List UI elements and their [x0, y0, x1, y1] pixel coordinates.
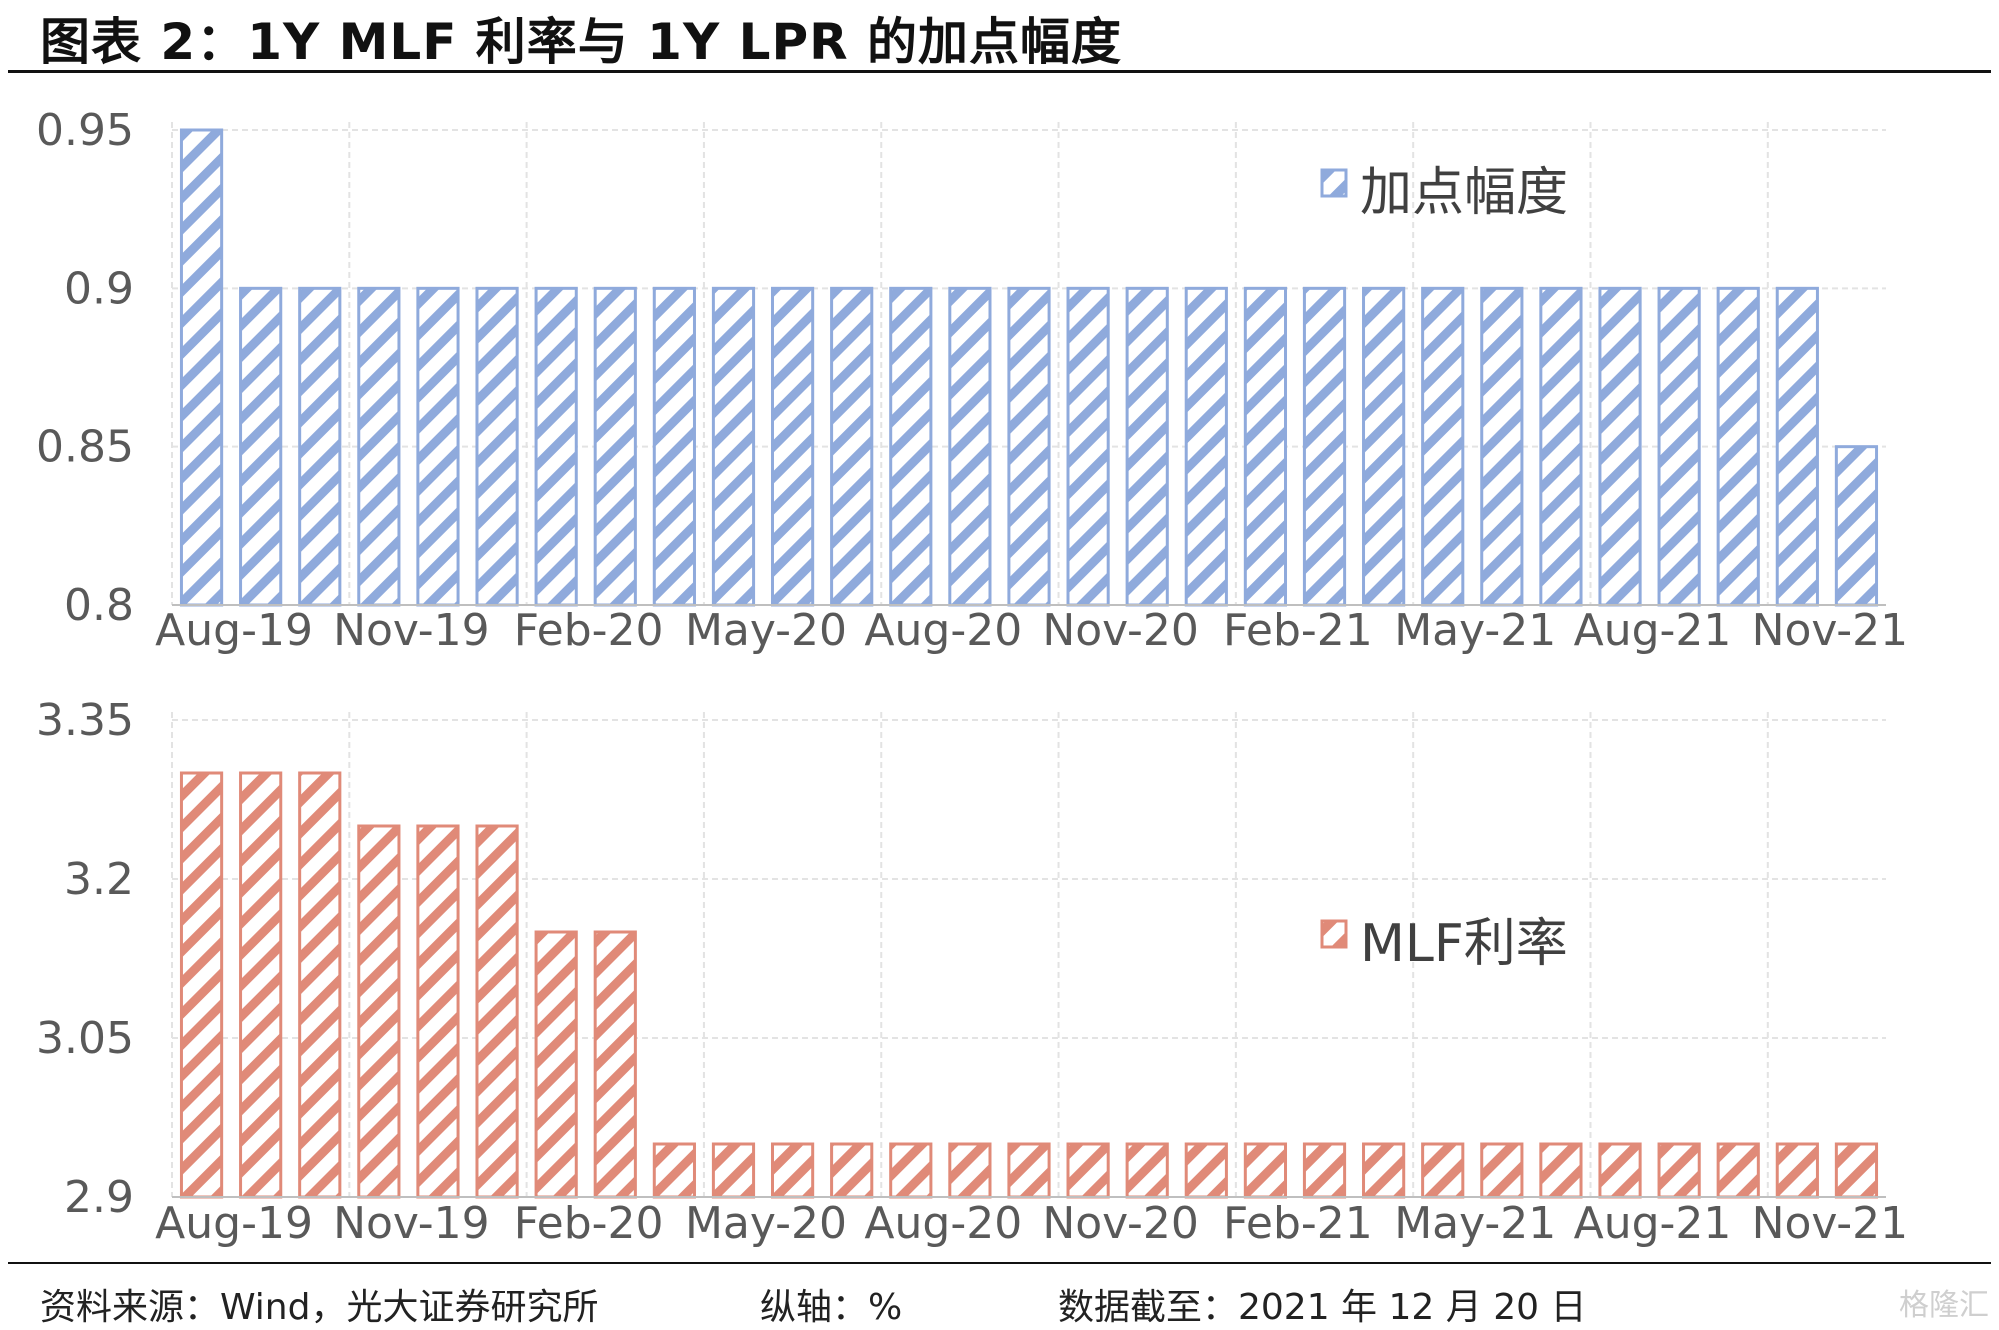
bar — [357, 824, 401, 1199]
x-tick-label: Nov-19 — [333, 1198, 490, 1249]
data-date-note: 数据截至：2021 年 12 月 20 日 — [1058, 1287, 1587, 1328]
x-tick-label: Aug-21 — [1574, 605, 1732, 656]
bar — [1007, 286, 1051, 607]
bar — [357, 286, 401, 607]
bar — [1007, 1142, 1051, 1199]
bar — [179, 128, 224, 607]
bar — [948, 1142, 992, 1199]
x-tick-label: Aug-21 — [1574, 1198, 1732, 1249]
bar — [1184, 286, 1228, 607]
bar — [1657, 286, 1701, 607]
bar — [1302, 286, 1347, 607]
bar — [475, 824, 519, 1199]
bar — [1302, 1142, 1347, 1199]
bar — [711, 1142, 756, 1199]
bar — [1243, 1142, 1288, 1199]
title-rule — [8, 70, 1991, 73]
bar — [948, 286, 992, 607]
x-tick-label: Nov-19 — [333, 605, 490, 656]
bar — [1539, 286, 1583, 607]
bar — [593, 286, 637, 607]
y-tick-label: 0.85 — [36, 422, 134, 473]
bar — [1480, 1142, 1524, 1199]
bar — [1598, 286, 1642, 607]
x-tick-label: May-21 — [1394, 605, 1556, 656]
bar — [534, 930, 578, 1199]
bar — [298, 286, 342, 607]
bar — [239, 286, 283, 607]
bar — [1184, 1142, 1228, 1199]
x-tick-label: Nov-21 — [1752, 1198, 1909, 1249]
bar — [239, 771, 283, 1199]
bar — [1362, 1142, 1406, 1199]
bar — [1775, 286, 1819, 607]
bar — [1598, 1142, 1642, 1199]
y-tick-label: 0.9 — [64, 263, 134, 314]
y-tick-label: 3.2 — [64, 854, 134, 905]
bar — [1834, 445, 1879, 607]
legend-label: MLF利率 — [1360, 914, 1568, 974]
y-tick-label: 3.05 — [36, 1013, 134, 1064]
y-tick-label: 3.35 — [36, 695, 134, 746]
legend-label: 加点幅度 — [1360, 163, 1568, 223]
bar — [1066, 1142, 1110, 1199]
legend-swatch — [1320, 168, 1348, 198]
bar — [593, 930, 637, 1199]
x-tick-label: Feb-20 — [514, 605, 664, 656]
spread-bar-chart: 0.8 0.85 0.9 0.95 Aug-19 Nov-19 Feb-20 May-20 Au… — [36, 105, 1909, 656]
chart-title: 图表 2：1Y MLF 利率与 1Y LPR 的加点幅度 — [40, 13, 1123, 71]
x-tick-label: Aug-20 — [864, 1198, 1022, 1249]
bar — [830, 1142, 874, 1199]
bar — [475, 286, 519, 607]
bar — [1657, 1142, 1701, 1199]
bar — [889, 286, 933, 607]
bar — [1480, 286, 1524, 607]
bar — [179, 771, 224, 1199]
x-tick-label: Aug-20 — [864, 605, 1022, 656]
source-note: 资料来源：Wind，光大证券研究所 — [40, 1287, 599, 1328]
bar — [416, 286, 460, 607]
bar — [1066, 286, 1110, 607]
bar — [1539, 1142, 1583, 1199]
x-tick-label: May-20 — [685, 1198, 847, 1249]
bar — [652, 286, 696, 607]
x-tick-label: Aug-19 — [155, 605, 313, 656]
legend-swatch — [1320, 919, 1348, 949]
x-tick-label: May-20 — [685, 605, 847, 656]
bar — [298, 771, 342, 1199]
x-tick-label: Feb-21 — [1223, 605, 1373, 656]
x-tick-label: Nov-20 — [1042, 1198, 1199, 1249]
y-tick-label: 0.95 — [36, 105, 134, 156]
bar — [1716, 1142, 1760, 1199]
bar — [1362, 286, 1406, 607]
axis-unit-note: 纵轴：% — [760, 1287, 903, 1328]
bar — [1775, 1142, 1819, 1199]
bar — [1125, 1142, 1169, 1199]
mlf-rate-bar-chart: 2.9 3.05 3.2 3.35 Aug-19 Nov-19 Feb-20 May-20 Au… — [36, 695, 1909, 1249]
x-tick-label: Aug-19 — [155, 1198, 313, 1249]
x-tick-label: Feb-21 — [1223, 1198, 1373, 1249]
bar — [416, 824, 460, 1199]
x-tick-label: Feb-20 — [514, 1198, 664, 1249]
bar — [1421, 1142, 1465, 1199]
bar — [770, 1142, 815, 1199]
y-tick-label: 2.9 — [64, 1172, 134, 1223]
bar — [889, 1142, 933, 1199]
x-tick-label: Nov-21 — [1752, 605, 1909, 656]
y-tick-label: 0.8 — [64, 580, 134, 631]
bar — [770, 286, 815, 607]
bar — [711, 286, 756, 607]
bar — [534, 286, 578, 607]
bar — [830, 286, 874, 607]
bar — [652, 1142, 696, 1199]
bar — [1243, 286, 1288, 607]
bar — [1125, 286, 1169, 607]
x-tick-label: May-21 — [1394, 1198, 1556, 1249]
bar — [1834, 1142, 1879, 1199]
bar — [1421, 286, 1465, 607]
watermark-logo: 格隆汇 — [1899, 1288, 1989, 1323]
footer-rule — [8, 1262, 1991, 1264]
x-tick-label: Nov-20 — [1042, 605, 1199, 656]
bar — [1716, 286, 1760, 607]
